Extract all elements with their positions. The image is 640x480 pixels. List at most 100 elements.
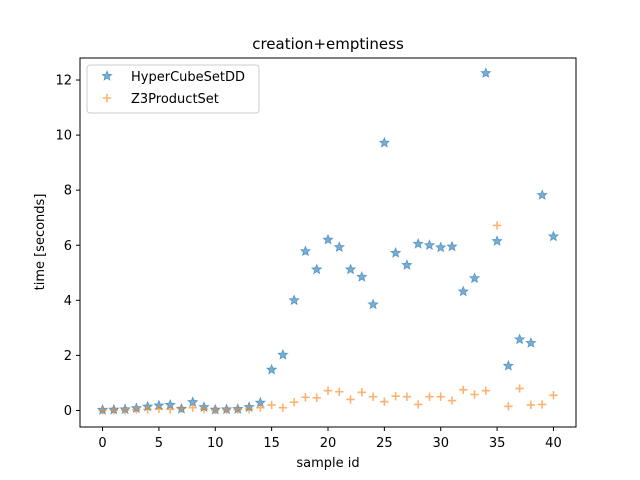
data-point — [412, 237, 424, 249]
data-point — [481, 386, 491, 395]
data-point — [513, 333, 526, 345]
data-point — [436, 392, 445, 401]
x-tick-label: 10 — [207, 436, 224, 451]
data-point — [423, 239, 436, 251]
data-point — [277, 348, 289, 360]
data-point — [470, 390, 479, 399]
x-tick-label: 0 — [98, 436, 106, 451]
data-point — [244, 404, 254, 414]
data-point — [323, 386, 333, 395]
x-tick-label: 25 — [376, 436, 393, 451]
data-point — [357, 388, 367, 397]
y-tick-label: 10 — [55, 129, 72, 144]
legend-box — [86, 64, 260, 114]
data-point — [367, 298, 379, 310]
legend-marker-z3productset — [102, 93, 112, 103]
data-point — [267, 400, 276, 410]
data-point — [502, 359, 515, 371]
data-point — [468, 272, 481, 284]
data-point — [549, 391, 558, 400]
y-axis-ticks: 0 2 4 6 8 10 12 — [55, 74, 80, 419]
data-point — [457, 285, 470, 297]
data-point — [446, 240, 458, 252]
data-point — [368, 392, 378, 401]
data-point — [526, 400, 536, 410]
data-point — [346, 395, 355, 404]
data-point — [301, 393, 310, 402]
data-point — [536, 189, 548, 201]
y-tick-label: 6 — [64, 239, 72, 254]
plot-points — [96, 67, 560, 415]
data-point — [278, 403, 288, 412]
data-point — [322, 233, 334, 245]
legend: HyperCubeSetDD Z3ProductSet — [86, 64, 260, 114]
data-point — [434, 241, 447, 253]
data-point — [380, 397, 389, 406]
data-point — [491, 235, 503, 247]
data-point — [288, 294, 300, 306]
legend-star-marker — [101, 69, 113, 81]
data-point — [492, 221, 502, 230]
data-point — [515, 384, 524, 393]
x-tick-label: 20 — [320, 436, 337, 451]
legend-label-hypercubesetdd: HyperCubeSetDD — [131, 70, 245, 85]
data-point — [188, 403, 197, 412]
data-point — [447, 396, 457, 405]
data-point — [310, 263, 323, 275]
data-point — [525, 336, 537, 348]
data-point — [480, 67, 492, 79]
x-axis-ticks: 0 5 10 15 20 25 30 35 40 — [98, 427, 562, 451]
x-tick-label: 35 — [489, 436, 506, 451]
data-point — [459, 385, 468, 395]
x-tick-label: 5 — [155, 436, 163, 451]
y-tick-label: 8 — [64, 184, 72, 199]
data-point — [109, 406, 119, 415]
chart-title: creation+emptiness — [252, 35, 404, 53]
data-point — [265, 363, 278, 375]
data-point — [132, 405, 141, 414]
series-z3productset — [98, 221, 558, 415]
y-tick-label: 0 — [64, 404, 72, 419]
data-point — [391, 391, 400, 401]
legend-label-z3productset: Z3ProductSet — [131, 92, 219, 107]
data-point — [504, 402, 513, 411]
data-point — [165, 405, 175, 414]
x-tick-label: 15 — [263, 436, 280, 451]
data-point — [289, 398, 299, 407]
data-point — [154, 404, 164, 414]
data-point — [356, 270, 368, 282]
legend-marker-hypercubesetdd — [101, 69, 113, 81]
legend-plus-marker — [102, 93, 112, 103]
x-axis-label: sample id — [296, 456, 359, 471]
x-tick-label: 30 — [432, 436, 449, 451]
data-point — [333, 241, 346, 253]
data-point — [211, 405, 220, 415]
data-point — [143, 405, 152, 414]
data-point — [378, 136, 391, 148]
x-tick-label: 40 — [545, 436, 562, 451]
data-point — [401, 259, 413, 271]
data-point — [233, 405, 243, 414]
y-tick-label: 12 — [55, 74, 72, 89]
series-hypercubesetdd — [96, 67, 560, 415]
data-point — [199, 404, 209, 414]
data-point — [256, 403, 265, 412]
data-point — [312, 393, 321, 403]
data-point — [98, 406, 107, 415]
data-point — [344, 263, 357, 275]
y-axis-label: time [seconds] — [33, 194, 48, 291]
data-point — [547, 230, 560, 242]
data-point — [402, 392, 412, 401]
data-point — [335, 387, 344, 396]
data-point — [413, 400, 423, 409]
y-tick-label: 2 — [64, 349, 72, 364]
data-point — [389, 246, 402, 258]
data-point — [425, 392, 434, 401]
data-point — [177, 404, 186, 413]
data-point — [537, 400, 547, 409]
data-point — [120, 406, 130, 415]
y-tick-label: 4 — [64, 294, 72, 309]
data-point — [222, 405, 231, 415]
data-point — [299, 245, 312, 257]
